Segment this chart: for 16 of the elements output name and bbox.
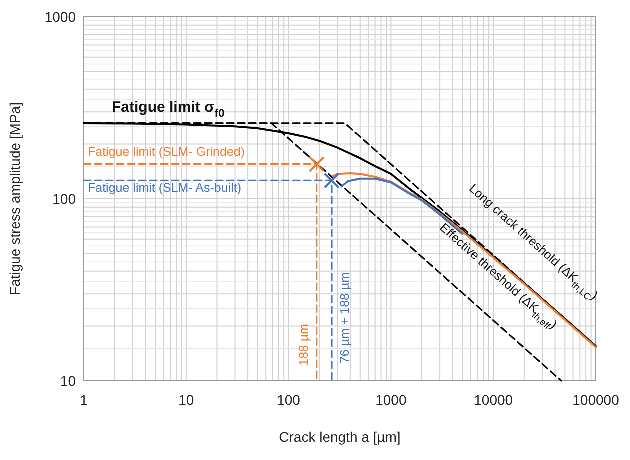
x-tick-label: 1 [80,392,88,408]
x-tick-label: 10000 [474,392,514,408]
y-axis-title: Fatigue stress amplitude [MPa] [7,102,23,296]
annotation: 188 µm [297,324,312,366]
y-tick-label: 100 [52,191,76,207]
x-tick-label: 100000 [572,392,620,408]
annotation: Fatigue limit (SLM- As-built) [88,181,242,196]
annotation: 76 µm + 188 µm [338,272,352,364]
annotation: Fatigue limit σ$_{f0}$ [112,98,225,120]
x-tick-label: 10 [178,392,194,408]
y-tick-label: 1000 [44,9,76,25]
x-axis-title: Crack length a [µm] [279,429,401,445]
y-tick-label: 10 [60,373,76,389]
x-tick-label: 1000 [376,392,407,408]
annotation: Fatigue limit (SLM- Grinded) [88,145,245,160]
x-tick-label: 100 [277,392,301,408]
